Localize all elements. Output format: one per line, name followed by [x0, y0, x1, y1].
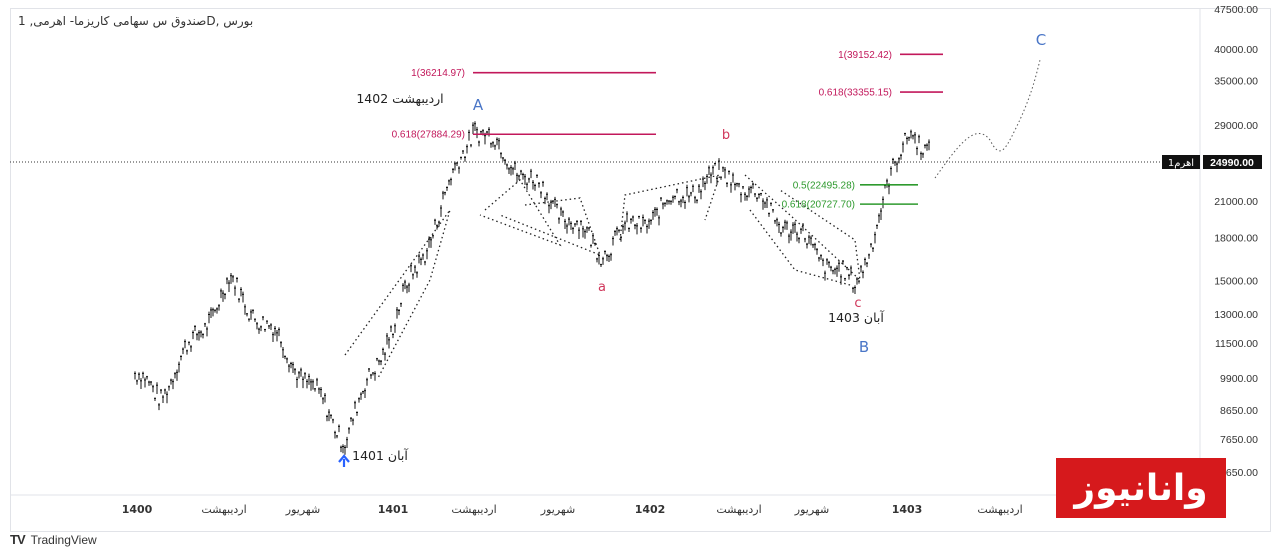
wave-channel [344, 209, 451, 379]
x-tick-label: 1400 [122, 503, 153, 516]
y-tick-label: 21000.00 [1214, 196, 1258, 208]
fib-level-label: 0.618(27884.29) [392, 130, 465, 141]
wave-labels: A B Ca b c اردیبهشت 1402 آبان 1403 آبان 1401 [352, 31, 1046, 463]
x-tick-label: اردیبهشت [451, 503, 496, 516]
wave-channels [344, 174, 861, 379]
wave-label: A [473, 96, 484, 114]
y-tick-label: 47500.00 [1214, 4, 1258, 16]
y-axis-ticks: 47500.00 40000.00 35000.00 29000.00 21000.00… [1214, 4, 1258, 479]
y-tick-label: 35000.00 [1214, 76, 1258, 88]
tradingview-logo-icon: TV [10, 532, 26, 547]
fib-level-label: 1(39152.42) [838, 50, 892, 61]
up-arrow-icon [338, 454, 350, 467]
watermark-logo: وانانیوز [1056, 458, 1226, 518]
y-tick-label: 15000.00 [1214, 275, 1258, 287]
price-tag-label: اهرم1 [1168, 158, 1194, 169]
fibonacci-levels: 1(36214.97) 0.618(27884.29) 1(39152.42) 0.6… [392, 50, 943, 211]
x-tick-label: شهریور [285, 503, 320, 516]
footer[interactable]: TV TradingView [10, 532, 97, 547]
chart-frame [10, 8, 1271, 532]
y-tick-label: 13000.00 [1214, 309, 1258, 321]
fib-level-label: 1(36214.97) [411, 68, 465, 79]
y-tick-label: 18000.00 [1214, 232, 1258, 244]
wave-channel [499, 197, 602, 257]
wave-label: C [1036, 31, 1046, 49]
candles [134, 121, 930, 455]
wave-label: a [598, 280, 606, 295]
footer-brand: TradingView [30, 532, 97, 547]
y-tick-label: 9900.00 [1220, 373, 1258, 385]
x-tick-label: 1401 [378, 503, 409, 516]
wave-channel [619, 174, 721, 241]
wave-channel [749, 209, 851, 286]
y-tick-label: 8650.00 [1220, 405, 1258, 417]
date-label: آبان 1401 [352, 448, 408, 463]
y-tick-label: 29000.00 [1214, 120, 1258, 132]
wave-label: b [722, 128, 730, 143]
wave-channel [479, 179, 562, 247]
x-axis-ticks: 1400 اردیبهشت شهریور 1401 اردیبهشت شهریور 1402… [122, 503, 1023, 516]
x-tick-label: شهریور [540, 503, 575, 516]
symbol-title[interactable]: بورس ,Dصندوق س سهامی کاریزما- اهرمی, 1 [18, 14, 254, 28]
y-tick-label: 40000.00 [1214, 44, 1258, 56]
x-tick-label: شهریور [794, 503, 829, 516]
y-tick-label: 11500.00 [1215, 338, 1258, 350]
fib-level-label: 0.5(22495.28) [793, 180, 855, 191]
date-label: اردیبهشت 1402 [356, 91, 443, 107]
x-tick-label: 1402 [635, 503, 666, 516]
date-label: آبان 1403 [828, 310, 884, 325]
price-tag: اهرم1 24990.00 [1162, 155, 1262, 169]
x-tick-label: 1403 [892, 503, 923, 516]
x-tick-label: اردیبهشت [977, 503, 1022, 516]
wave-label: B [859, 338, 869, 356]
y-tick-label: 7650.00 [1220, 434, 1258, 446]
wave-label: c [854, 296, 861, 311]
wave-channel [744, 174, 861, 282]
price-tag-value: 24990.00 [1210, 157, 1254, 169]
fib-level-label: 0.618(33355.15) [819, 88, 892, 99]
projection-path [934, 59, 1041, 179]
x-tick-label: اردیبهشت [201, 503, 246, 516]
watermark-text: وانانیوز [1074, 467, 1208, 509]
fib-level-label: 0.618(20727.70) [782, 200, 855, 211]
x-tick-label: اردیبهشت [716, 503, 761, 516]
y-tick-label: 6650.00 [1220, 467, 1258, 479]
